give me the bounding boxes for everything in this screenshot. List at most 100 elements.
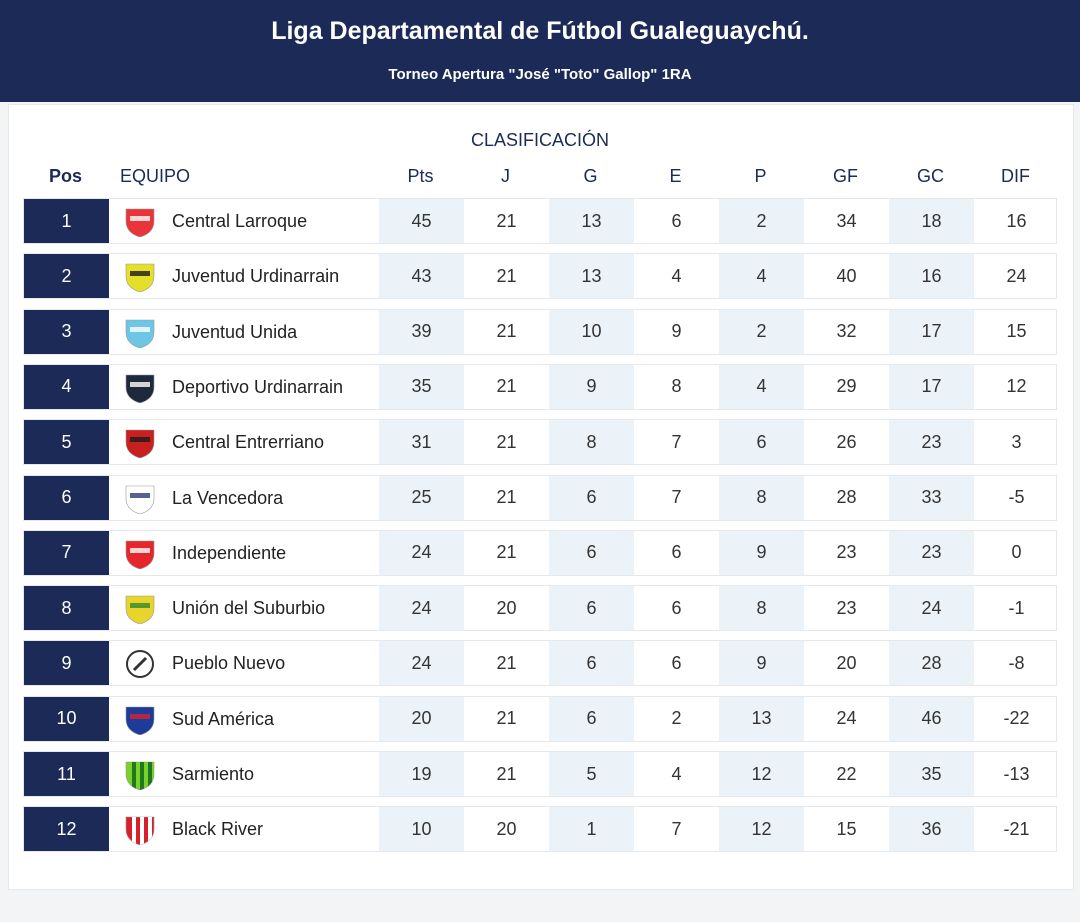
e-cell: 4 — [671, 763, 682, 784]
column-header-pts: Pts — [407, 166, 434, 186]
dif-cell: -13 — [1003, 763, 1030, 784]
gf-cell: 40 — [836, 265, 857, 286]
gc-cell: 35 — [889, 752, 974, 796]
p-cell: 9 — [719, 641, 804, 686]
table-row: 1 Central Larroque 45 21 13 6 2 34 18 16 — [23, 198, 1057, 244]
e-cell: 7 — [671, 431, 682, 452]
team-name: Central Larroque — [172, 211, 308, 231]
team-name: Black River — [172, 819, 264, 840]
dif-cell: -1 — [1008, 597, 1025, 618]
table-caption: CLASIFICACIÓN — [470, 130, 610, 150]
dif-cell: -21 — [1003, 818, 1030, 839]
green-yellow-crest-icon — [124, 594, 156, 625]
gc-cell: 46 — [889, 696, 974, 741]
table-row: 11 Sarmiento 19 21 5 4 12 22 35 -13 — [23, 751, 1057, 797]
gc-cell: 36 — [889, 807, 974, 852]
table-row: 5 Central Entrerriano 31 21 8 7 6 26 23 3 — [23, 419, 1057, 466]
page-header: Liga Departamental de Fútbol Gualeguaych… — [0, 0, 1080, 102]
pts-cell: 39 — [379, 309, 464, 354]
pts-cell: 10 — [379, 807, 464, 852]
team-name: Central Entrerriano — [172, 432, 325, 453]
e-cell: 7 — [671, 487, 682, 507]
table-row: 12 Black River 10 20 1 7 12 15 36 -21 — [23, 806, 1057, 853]
gc-cell: 23 — [889, 530, 974, 575]
team-name: Sud América — [172, 708, 275, 729]
gc-cell: 17 — [889, 364, 974, 409]
table-row: 10 Sud América 20 21 6 2 13 24 46 -22 — [23, 695, 1057, 742]
position-cell: 11 — [24, 752, 109, 796]
e-cell: 6 — [671, 652, 682, 673]
gf-cell: 32 — [836, 321, 857, 342]
j-cell: 21 — [496, 652, 517, 673]
g-cell: 8 — [549, 420, 634, 465]
column-header-p: P — [754, 166, 767, 186]
j-cell: 21 — [496, 542, 517, 563]
pts-cell: 24 — [379, 641, 464, 686]
p-cell: 2 — [719, 309, 804, 354]
team-name: Deportivo Urdinarrain — [172, 376, 344, 397]
p-cell: 12 — [719, 752, 804, 796]
e-cell: 6 — [671, 597, 682, 618]
pts-cell: 24 — [379, 586, 464, 631]
gf-cell: 26 — [836, 431, 857, 452]
table-row: 9 Pueblo Nuevo 24 21 6 6 9 20 28 -8 — [23, 640, 1057, 687]
p-cell: 12 — [719, 807, 804, 852]
e-cell: 6 — [671, 542, 682, 563]
p-cell: 8 — [719, 586, 804, 631]
team-name: Juventud Unida — [172, 321, 298, 342]
red-black-crest-icon — [124, 428, 156, 459]
p-cell: 8 — [719, 475, 804, 520]
gf-cell: 29 — [836, 376, 857, 397]
yellow-black-crest-icon — [124, 262, 156, 293]
pts-cell: 35 — [379, 364, 464, 409]
gc-cell: 23 — [889, 420, 974, 465]
team-name: Independiente — [172, 542, 287, 563]
e-cell: 2 — [671, 708, 682, 729]
gf-cell: 23 — [836, 597, 857, 618]
pts-cell: 31 — [379, 420, 464, 465]
green-yellow-stripes-crest-icon — [124, 760, 156, 791]
j-cell: 21 — [496, 265, 517, 286]
dif-cell: -8 — [1008, 652, 1025, 673]
table-row: 4 Deportivo Urdinarrain 35 21 9 8 4 29 17 12 — [23, 363, 1057, 410]
e-cell: 7 — [671, 818, 682, 839]
position-cell: 2 — [24, 254, 109, 299]
position-cell: 8 — [24, 586, 109, 631]
white-blue-v-crest-icon — [124, 484, 156, 514]
skyblue-white-crest-icon — [124, 318, 156, 348]
e-cell: 6 — [671, 210, 682, 231]
column-header-equipo: EQUIPO — [120, 166, 191, 186]
team-name: Sarmiento — [172, 764, 255, 784]
gf-cell: 22 — [836, 763, 857, 784]
j-cell: 21 — [496, 210, 517, 231]
j-cell: 21 — [496, 708, 517, 729]
e-cell: 4 — [671, 265, 682, 286]
pts-cell: 45 — [379, 199, 464, 243]
table-row: 8 Unión del Suburbio 24 20 6 6 8 23 24 -1 — [23, 585, 1057, 632]
table-row: 7 Independiente 24 21 6 6 9 23 23 0 — [23, 529, 1057, 576]
position-cell: 5 — [24, 420, 109, 465]
gc-cell: 18 — [889, 199, 974, 243]
column-header-pos: Pos — [48, 166, 82, 186]
gc-cell: 33 — [889, 475, 974, 520]
dif-cell: 24 — [1006, 265, 1027, 286]
g-cell: 1 — [549, 807, 634, 852]
table-row: 6 La Vencedora 25 21 6 7 8 28 33 -5 — [23, 474, 1057, 521]
red-shield-crest-icon — [124, 207, 156, 238]
table-row: 2 Juventud Urdinarrain 43 21 13 4 4 40 16 24 — [23, 253, 1057, 300]
column-header-gf: GF — [833, 166, 858, 186]
tournament-subtitle: Torneo Apertura "José "Toto" Gallop" 1RA — [388, 66, 692, 83]
e-cell: 8 — [671, 376, 682, 397]
navy-shield-crest-icon — [124, 373, 156, 404]
pts-cell: 20 — [379, 696, 464, 741]
red-crest-icon — [124, 539, 156, 570]
gf-cell: 24 — [836, 708, 857, 729]
g-cell: 13 — [549, 254, 634, 299]
gf-cell: 23 — [836, 542, 857, 563]
j-cell: 21 — [496, 376, 517, 397]
g-cell: 5 — [549, 752, 634, 796]
position-cell: 12 — [24, 807, 109, 852]
team-name: Juventud Urdinarrain — [172, 266, 340, 287]
p-cell: 4 — [719, 254, 804, 299]
gf-cell: 20 — [836, 652, 857, 673]
